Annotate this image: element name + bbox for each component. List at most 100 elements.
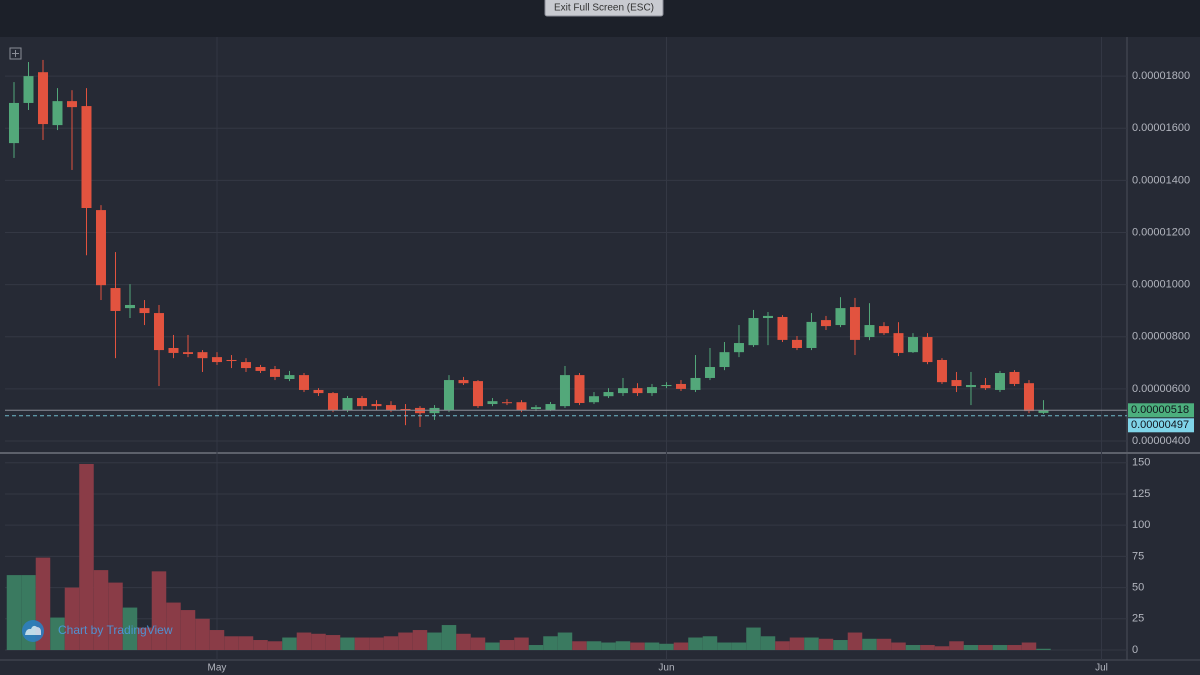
volume-bar (456, 633, 471, 651)
y-tick-label: 0.00000600 (1132, 383, 1190, 395)
candle-body (1023, 383, 1034, 412)
volume-bar (949, 641, 964, 651)
candle-body (559, 375, 570, 407)
volume-bar (905, 645, 921, 651)
candle-body (23, 76, 34, 103)
candle-body (342, 398, 353, 411)
volume-bar (702, 636, 718, 651)
candle-body (791, 339, 802, 348)
volume-bar (992, 645, 1008, 651)
candle-body (298, 375, 309, 390)
candle-body (733, 343, 744, 353)
y2-tick-label: 25 (1132, 613, 1144, 625)
volume-bar (412, 630, 428, 651)
volume-bar (978, 645, 993, 651)
candle-body (458, 380, 469, 384)
volume-bar (50, 617, 65, 651)
candle-body (197, 352, 208, 359)
chart-area (0, 37, 1200, 675)
candle-body (588, 396, 599, 403)
candle-body (907, 337, 918, 353)
y-tick-label: 0.00001000 (1132, 279, 1190, 291)
y2-tick-label: 0 (1132, 644, 1138, 656)
volume-bar (731, 642, 747, 651)
volume-bar (441, 625, 457, 651)
x-tick-label: Jun (658, 663, 674, 674)
y-tick-label: 0.00000800 (1132, 331, 1190, 343)
volume-bar (601, 642, 616, 651)
candle-body (226, 359, 237, 362)
x-tick-label: May (208, 663, 227, 674)
volume-bar (572, 641, 587, 651)
candle-body (153, 313, 164, 351)
volume-bar (224, 636, 239, 651)
price-label-box (1128, 418, 1194, 433)
volume-bar (427, 632, 442, 651)
volume-bar (209, 630, 225, 651)
candle-body (675, 383, 686, 389)
volume-bar (267, 641, 283, 651)
candle-body (864, 325, 875, 338)
marks (6, 59, 1051, 651)
volume-bar (282, 637, 297, 651)
volume-bar (789, 637, 805, 651)
candle-body (530, 407, 541, 409)
volume-bar (122, 607, 138, 651)
candle-body (327, 393, 338, 411)
y-tick-label: 0.00000400 (1132, 435, 1190, 447)
volume-bar (891, 642, 906, 651)
volume-bar (485, 642, 500, 651)
y2-tick-label: 75 (1132, 550, 1144, 562)
volume-bar (746, 627, 761, 651)
candle-body (719, 352, 730, 368)
candle-body (211, 357, 222, 363)
candle-body (545, 404, 556, 411)
volume-bar (499, 640, 515, 651)
candle-body (516, 402, 527, 411)
volume-bar (659, 643, 674, 651)
candle-body (762, 315, 773, 319)
candle-body (704, 367, 715, 378)
volume-bar (383, 636, 399, 651)
volume-bar (818, 638, 834, 651)
candle-body (965, 385, 976, 388)
candle-body (893, 333, 904, 353)
volume-bar (847, 632, 863, 651)
candle-body (849, 307, 860, 340)
volume-bar (1021, 642, 1037, 651)
volume-bar (93, 570, 109, 651)
volume-bar (470, 637, 486, 651)
volume-bar (630, 642, 645, 651)
candle-body (951, 380, 962, 387)
watermark-cloud (25, 625, 41, 635)
exit-button-label[interactable]: Exit Full Screen (ESC) (554, 3, 654, 14)
candle-body (52, 101, 63, 126)
x-tick-label: Jul (1095, 663, 1108, 674)
candle-body (690, 377, 701, 390)
volume-bar (79, 463, 94, 651)
candle-body (777, 316, 788, 340)
volume-bar (6, 575, 22, 651)
candle-body (356, 398, 367, 407)
volume-bar (151, 571, 167, 651)
candle-body (8, 102, 19, 144)
crosshair-icon[interactable] (9, 47, 22, 60)
candle-body (81, 106, 92, 209)
candle-body (1009, 371, 1020, 384)
volume-bar (543, 636, 558, 651)
volume-bar (311, 633, 326, 651)
candle-body (139, 308, 150, 314)
volume-bar (296, 632, 312, 651)
candle-body (501, 402, 512, 404)
volume-bar (180, 610, 196, 651)
exit-button[interactable] (544, 0, 664, 17)
volume-bar (340, 637, 355, 651)
candle-body (385, 405, 396, 411)
volume-bar (253, 640, 268, 651)
y2-tick-label: 100 (1132, 519, 1150, 531)
candle-body (603, 392, 614, 397)
y2-tick-label: 50 (1132, 581, 1144, 593)
volume-bar (963, 645, 979, 651)
